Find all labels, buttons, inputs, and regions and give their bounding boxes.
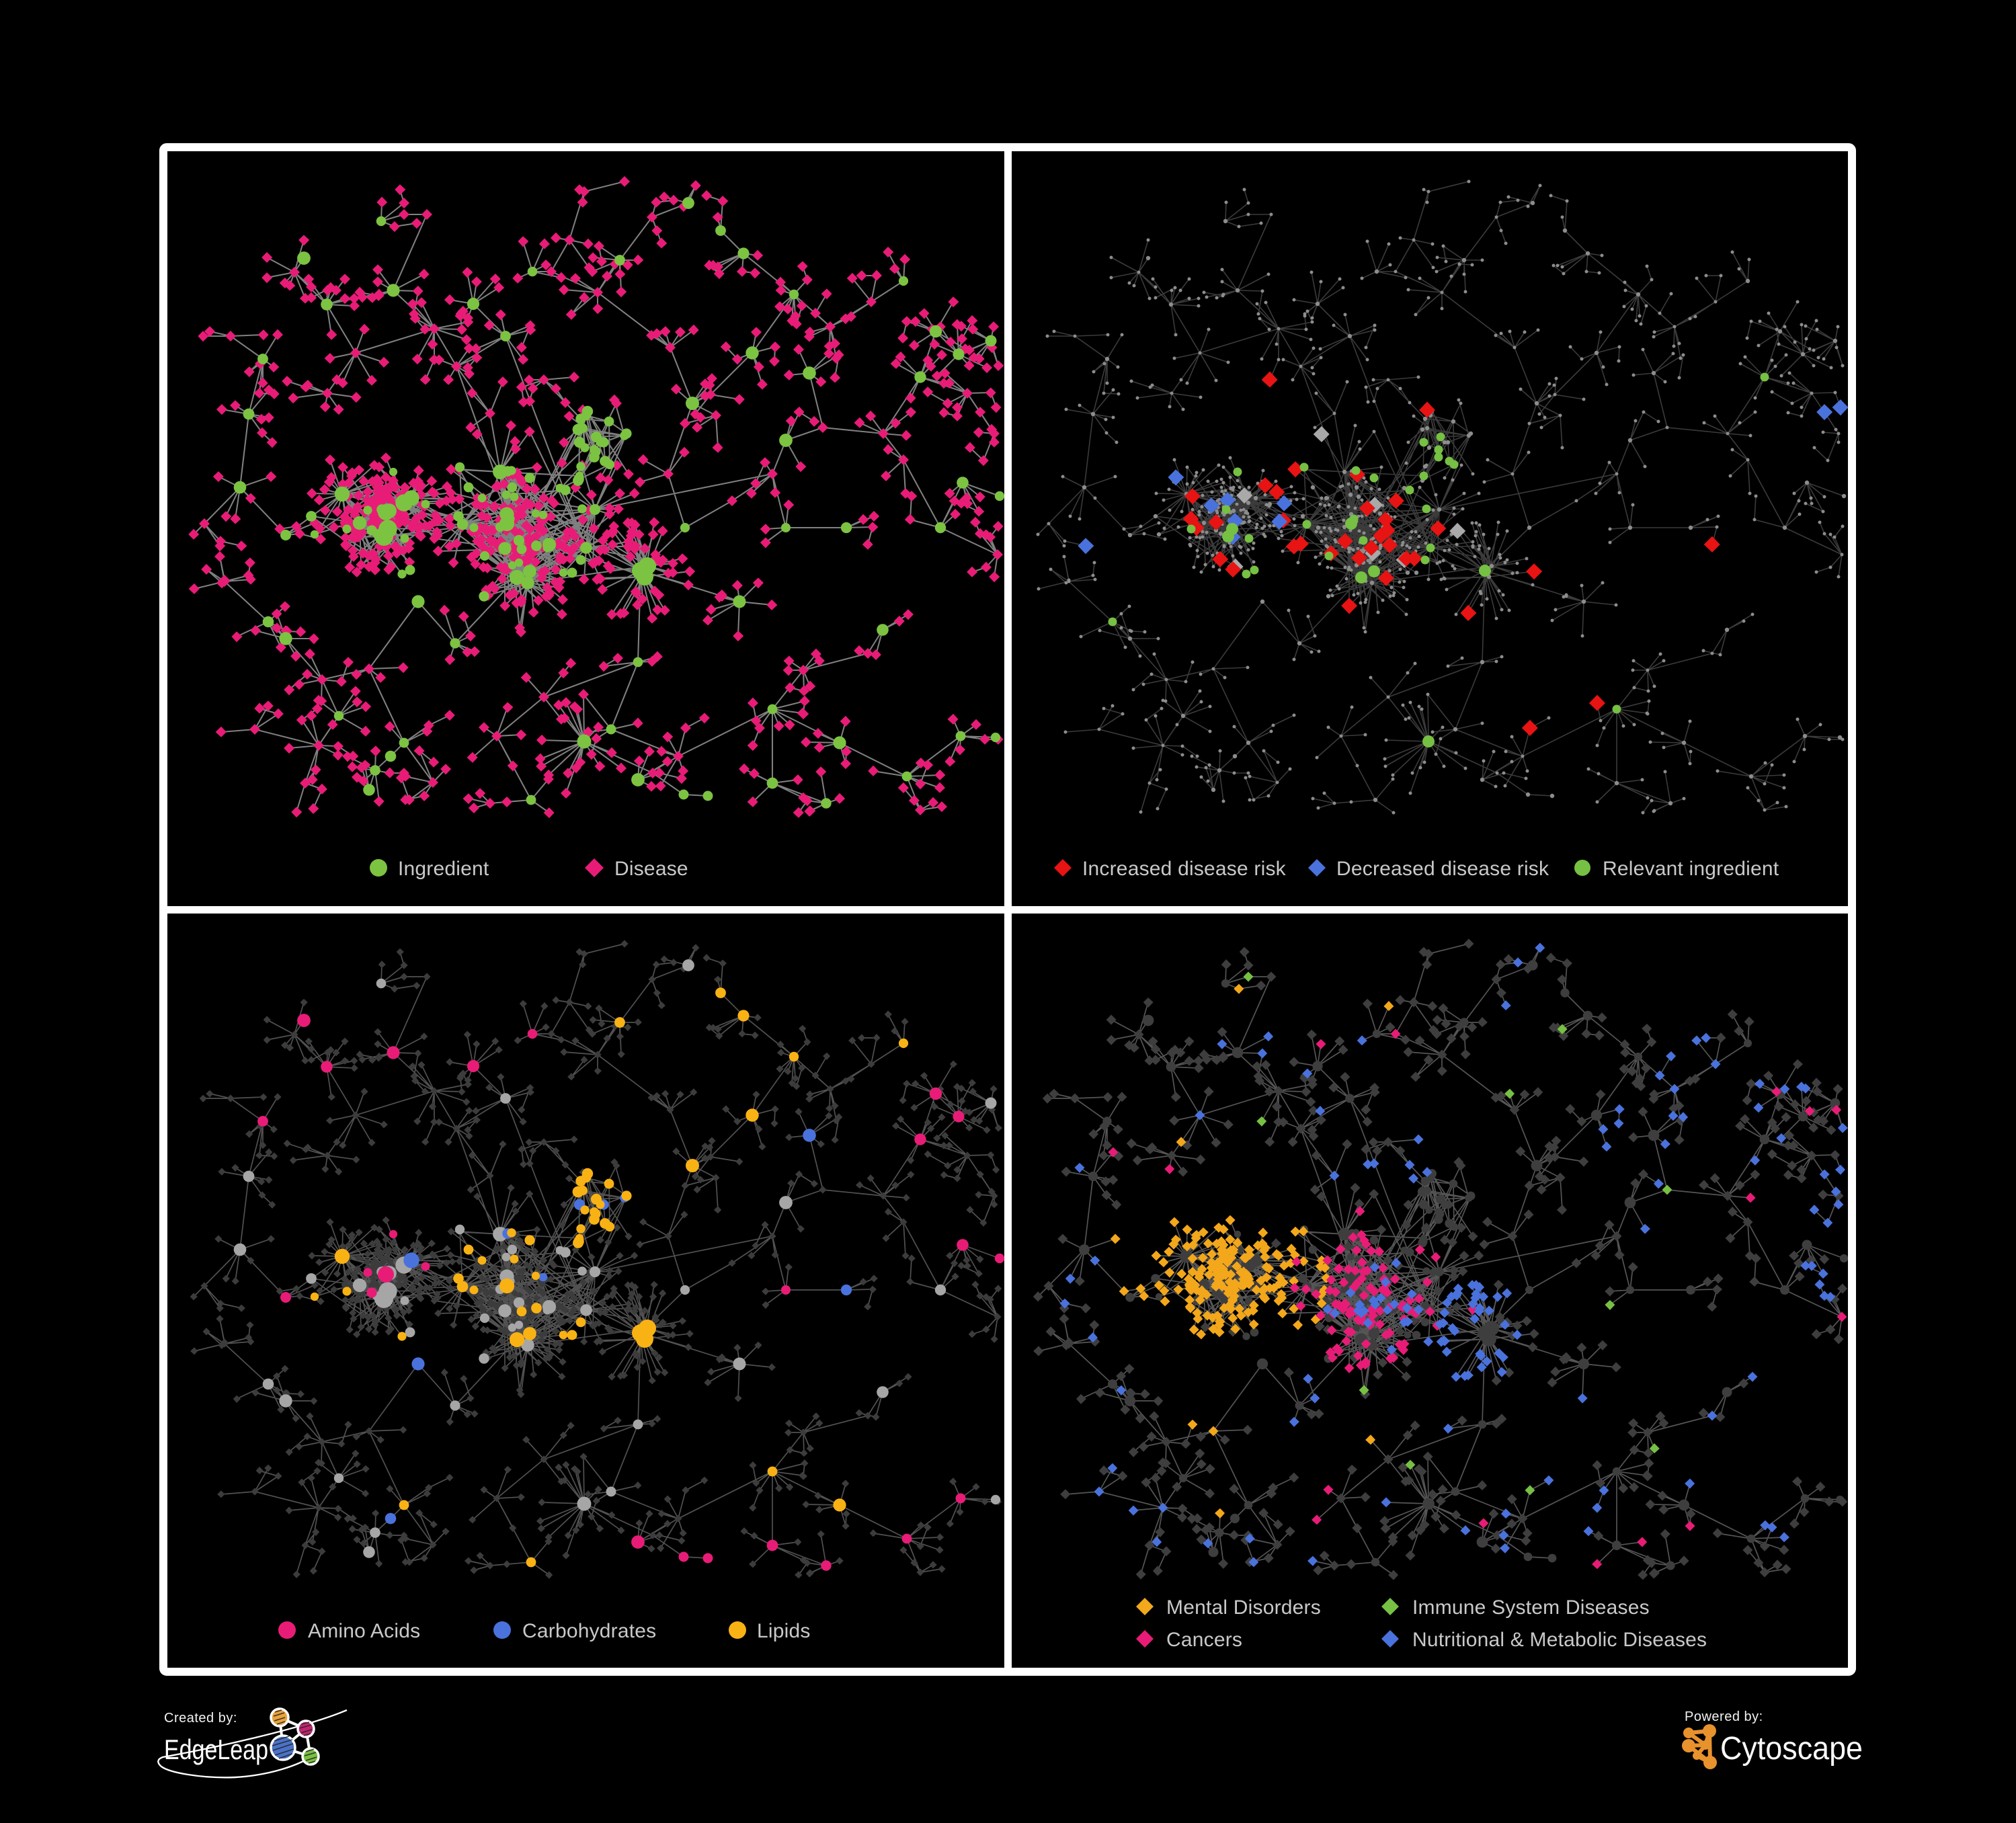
- svg-text:Relevant ingredient: Relevant ingredient: [1603, 858, 1779, 880]
- svg-text:Decreased disease risk: Decreased disease risk: [1336, 858, 1549, 880]
- svg-text:Ingredient: Ingredient: [398, 858, 489, 880]
- svg-text:Amino Acids: Amino Acids: [308, 1620, 420, 1642]
- svg-text:Carbohydrates: Carbohydrates: [522, 1620, 656, 1642]
- svg-text:Created by:: Created by:: [164, 1711, 237, 1726]
- svg-text:Disease: Disease: [614, 858, 688, 880]
- svg-text:Cytoscape: Cytoscape: [1720, 1731, 1863, 1767]
- svg-text:Powered by:: Powered by:: [1685, 1709, 1763, 1724]
- svg-text:Nutritional & Metabolic Diseas: Nutritional & Metabolic Diseases: [1412, 1629, 1707, 1651]
- svg-text:EdgeLeap: EdgeLeap: [164, 1734, 268, 1765]
- svg-text:Lipids: Lipids: [757, 1620, 811, 1642]
- svg-text:Immune System Diseases: Immune System Diseases: [1412, 1596, 1650, 1619]
- svg-text:Increased disease risk: Increased disease risk: [1082, 858, 1287, 880]
- svg-text:Mental Disorders: Mental Disorders: [1166, 1596, 1321, 1619]
- svg-text:Cancers: Cancers: [1166, 1629, 1242, 1651]
